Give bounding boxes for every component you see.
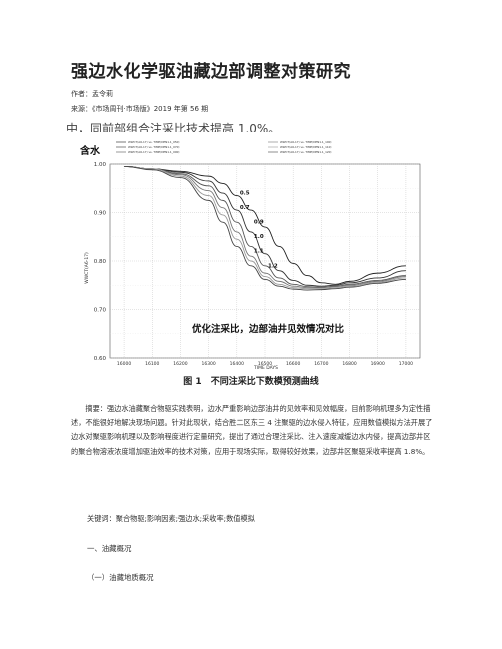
x-tick-label: 16200 bbox=[173, 361, 187, 367]
series-label: 0.5 bbox=[240, 191, 250, 197]
series-line-1_1 bbox=[124, 165, 406, 290]
y-tick-label: 0.60 bbox=[94, 356, 107, 362]
legend-entry: WWCT(A6-17) vs. TIME(DEN1.1_110) bbox=[280, 145, 332, 149]
series-line-0_7 bbox=[124, 165, 406, 287]
y-tick-label: 0.80 bbox=[94, 259, 107, 265]
series-label: 0.9 bbox=[254, 220, 264, 226]
series-label: 1.2 bbox=[268, 263, 278, 269]
y-tick-label: 0.70 bbox=[94, 308, 107, 314]
legend-entry: WWCT(A6-17) vs. TIME(DEN1.1_100) bbox=[280, 140, 332, 144]
series-line-0_9 bbox=[124, 165, 406, 288]
author-line: 作者：孟令莉 bbox=[71, 90, 113, 98]
y-tick-label: 0.90 bbox=[94, 211, 107, 217]
x-tick-label: 16400 bbox=[230, 361, 244, 367]
series-label: 0.7 bbox=[240, 205, 250, 211]
x-tick-label: 16900 bbox=[371, 361, 385, 367]
series-line-1_0 bbox=[124, 165, 406, 289]
chart-title: 含水 bbox=[80, 144, 101, 157]
y-tick-label: 1.00 bbox=[94, 162, 107, 168]
water-cut-chart: 0.60 0.70 0.80 0.90 1.00 16000 16100 16200 1630… bbox=[76, 138, 426, 373]
x-tick-label: 16800 bbox=[342, 361, 356, 367]
legend-entry: WWCT(A6-17) vs. TIME(DEN1.1_050) bbox=[128, 140, 180, 144]
document-title: 强边水化学驱油藏边部调整对策研究 bbox=[71, 62, 351, 82]
partial-text-line: 中，同前部组合注采比技术提高 1.0%。 bbox=[66, 118, 296, 132]
legend-entry: WWCT(A6-17) vs. TIME(DEN1.1_090) bbox=[128, 150, 180, 154]
series-label: 1.0 bbox=[254, 234, 264, 240]
series-label: 1.1 bbox=[254, 249, 264, 255]
legend-entry: WWCT(A6-17) vs. TIME(DEN1.1_120) bbox=[280, 150, 332, 154]
series-lines bbox=[124, 165, 406, 291]
figure: 0.60 0.70 0.80 0.90 1.00 16000 16100 16200 1630… bbox=[76, 138, 426, 373]
abstract-paragraph: 摘要：强边水油藏聚合物驱实践表明，边水严重影响边部油井的见效率和见效幅度，目前影… bbox=[71, 404, 433, 456]
chart-overlay-text: 优化注采比，边部油井见效情况对比 bbox=[192, 323, 345, 335]
x-tick-label: 16000 bbox=[117, 361, 131, 367]
x-tick-label: 16500 bbox=[258, 361, 272, 367]
figure-caption: 图 1 不同注采比下数模预测曲线 bbox=[183, 377, 319, 387]
legend: WWCT(A6-17) vs. TIME(DEN1.1_050)WWCT(A6-… bbox=[116, 140, 332, 154]
series-line-1_2 bbox=[124, 165, 406, 291]
x-tick-label: 16300 bbox=[201, 361, 215, 367]
x-tick-label: 16700 bbox=[314, 361, 328, 367]
x-tick-label: 16600 bbox=[286, 361, 300, 367]
series-line-0_5 bbox=[124, 165, 406, 285]
grid-lines bbox=[110, 163, 420, 359]
x-tick-label: 17000 bbox=[399, 361, 413, 367]
x-axis-label: TIME DAYS bbox=[253, 365, 278, 371]
section-heading: 一、油藏概况 bbox=[87, 544, 132, 553]
source-line: 来源：《市场周刊·市场版》2019 年第 56 期 bbox=[71, 105, 209, 113]
x-tick-label: 16100 bbox=[145, 361, 159, 367]
x-tick-labels: 16000 16100 16200 16300 16400 16500 16600 16700… bbox=[117, 361, 413, 367]
series-labels: 0.5 0.7 0.9 1.0 1.1 1.2 bbox=[240, 191, 278, 270]
partial-text: 中，同前部组合注采比技术提高 1.0%。 bbox=[66, 122, 281, 132]
subsection-heading: （一）油藏地质概况 bbox=[87, 573, 154, 582]
y-axis-label: WWCT(A6-17) bbox=[84, 252, 90, 284]
keywords-line: 关键词：聚合物驱;影响因素;强边水;采收率;数值模拟 bbox=[87, 514, 255, 523]
legend-entry: WWCT(A6-17) vs. TIME(DEN1.1_070) bbox=[128, 145, 180, 149]
y-tick-labels: 0.60 0.70 0.80 0.90 1.00 bbox=[94, 162, 107, 362]
